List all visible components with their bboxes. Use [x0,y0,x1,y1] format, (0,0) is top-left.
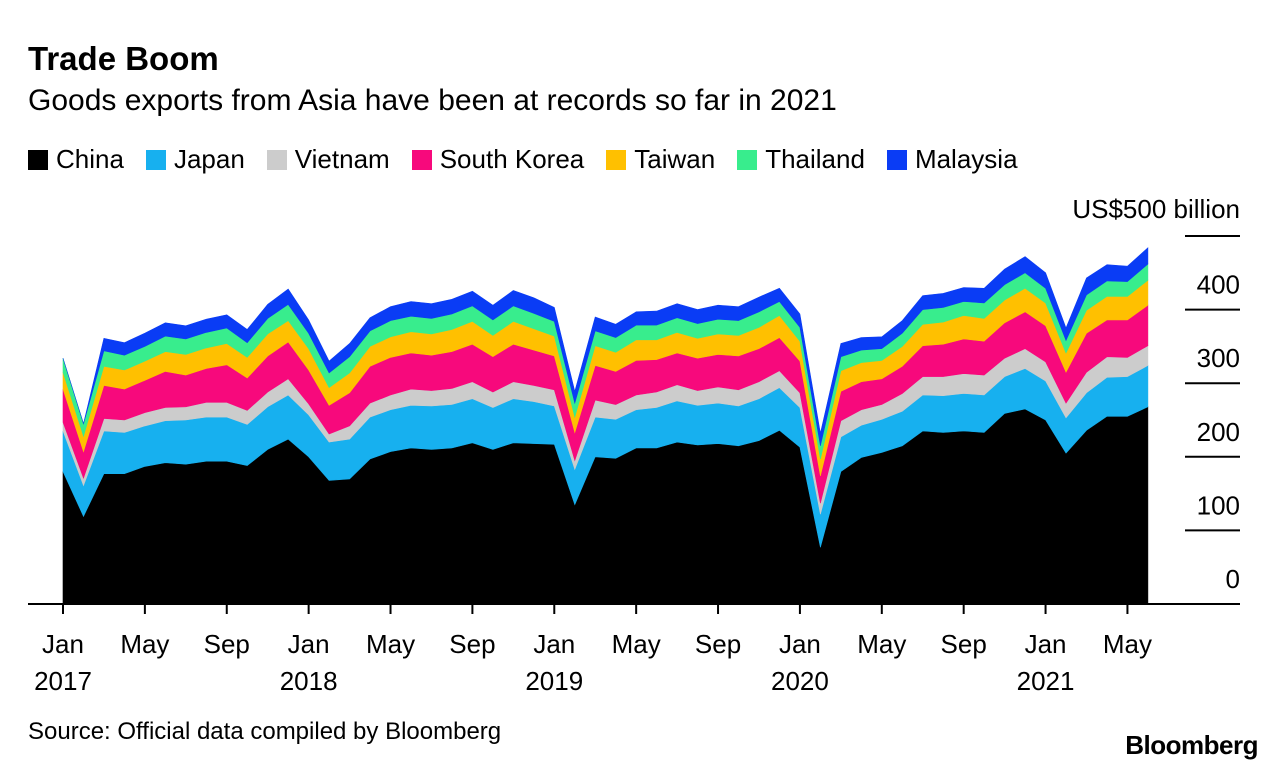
x-tick-label: Sep [941,629,987,659]
x-tick-label: Jan [533,629,575,659]
x-tick-label: Jan [42,629,84,659]
legend-swatch [411,149,432,170]
x-tick-label: May [366,629,415,659]
x-tick-label: Jan [288,629,330,659]
legend-swatch [606,149,627,170]
y-axis-label: US$500 billion [1072,194,1240,224]
legend-swatch [266,149,287,170]
x-tick-year-label: 2017 [34,666,92,696]
chart-title: Trade Boom [28,40,219,77]
y-tick-label: 0 [1226,564,1240,594]
x-tick-year-label: 2019 [525,666,583,696]
x-tick-year-label: 2021 [1017,666,1075,696]
legend-swatch [886,149,907,170]
y-tick-label: 400 [1197,270,1240,300]
bloomberg-logo: Bloomberg [1125,730,1258,760]
legend-label: Thailand [765,144,865,174]
legend-label: China [56,144,124,174]
x-tick-label: May [857,629,906,659]
x-tick-label: Sep [449,629,495,659]
legend-label: Japan [173,144,245,174]
legend-item-china: China [28,144,124,175]
legend-label: Malaysia [914,144,1018,174]
y-tick-label: 200 [1197,417,1240,447]
legend-label: Taiwan [634,144,716,174]
x-tick-year-label: 2018 [280,666,338,696]
legend-swatch [737,149,758,170]
legend-item-south-korea: South Korea [411,144,585,175]
legend-label: Vietnam [294,144,390,174]
x-tick-label: Sep [695,629,741,659]
x-tick-label: Jan [779,629,821,659]
legend-item-malaysia: Malaysia [886,144,1018,175]
legend: China Japan Vietnam South Korea Taiwan T… [28,144,1018,175]
legend-item-taiwan: Taiwan [606,144,715,175]
x-tick-year-label: 2020 [771,666,829,696]
legend-item-japan: Japan [145,144,245,175]
legend-item-vietnam: Vietnam [266,144,390,175]
source-note: Source: Official data compiled by Bloomb… [28,718,502,745]
x-tick-label: May [1103,629,1152,659]
legend-swatch [28,149,48,170]
area-malaysia [62,247,1149,446]
chart-subtitle: Goods exports from Asia have been at rec… [28,84,837,117]
x-tick-label: May [612,629,661,659]
y-tick-label: 300 [1197,343,1240,373]
x-tick-label: Sep [204,629,250,659]
legend-swatch [145,149,166,170]
x-tick-label: Jan [1025,629,1067,659]
y-tick-label: 100 [1197,490,1240,520]
x-tick-label: May [120,629,169,659]
legend-label: South Korea [439,144,585,174]
legend-item-thailand: Thailand [737,144,865,175]
